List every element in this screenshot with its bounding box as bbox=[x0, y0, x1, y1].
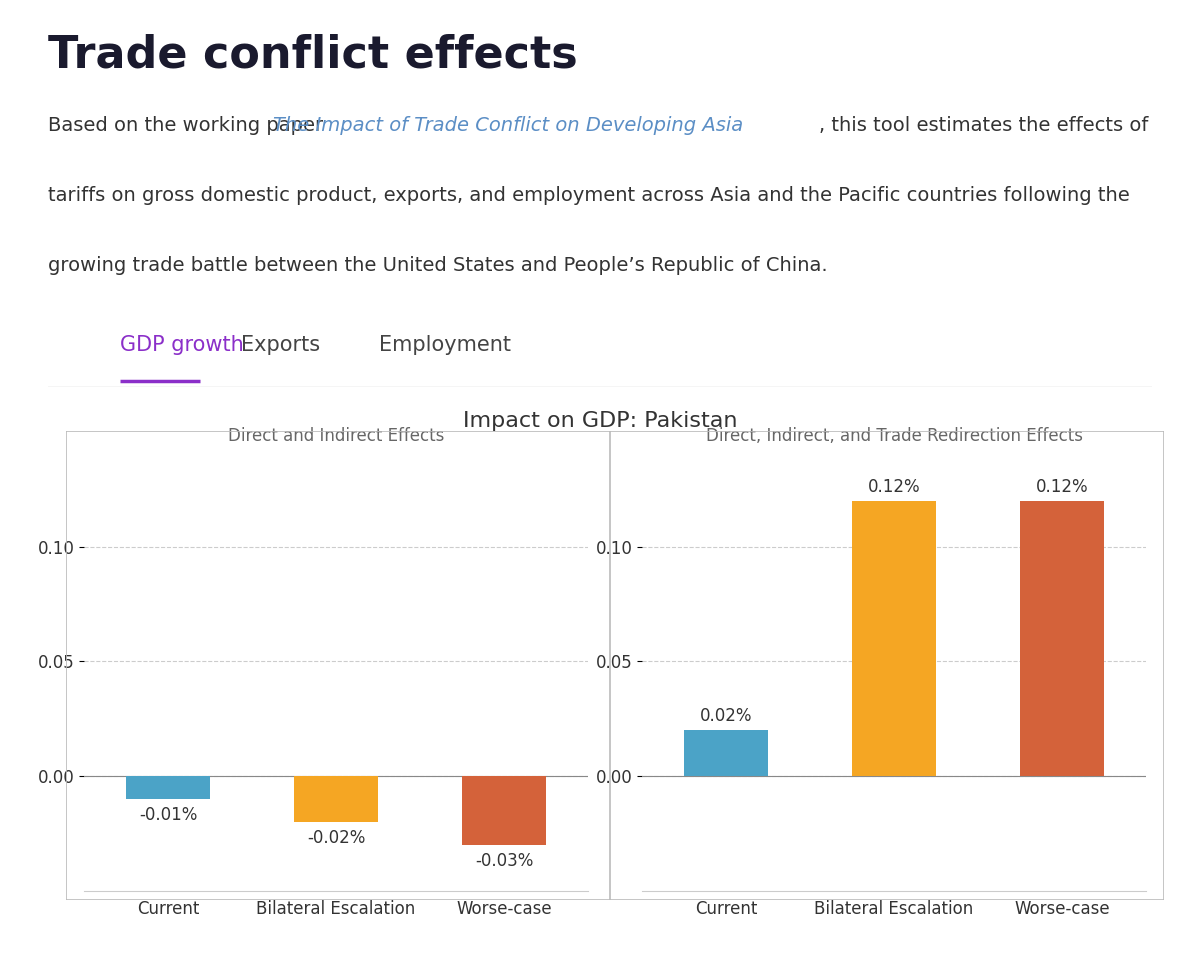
Title: Direct and Indirect Effects: Direct and Indirect Effects bbox=[228, 427, 444, 445]
Text: Exports: Exports bbox=[241, 335, 320, 354]
Text: growing trade battle between the United States and People’s Republic of China.: growing trade battle between the United … bbox=[48, 256, 828, 275]
Text: Impact on GDP: Pakistan: Impact on GDP: Pakistan bbox=[463, 411, 737, 431]
Bar bbox=[294, 776, 378, 822]
Text: The Impact of Trade Conflict on Developing Asia: The Impact of Trade Conflict on Developi… bbox=[274, 116, 744, 136]
Text: Employment: Employment bbox=[379, 335, 511, 354]
Title: Direct, Indirect, and Trade Redirection Effects: Direct, Indirect, and Trade Redirection … bbox=[706, 427, 1082, 445]
Text: -0.03%: -0.03% bbox=[475, 852, 533, 869]
Text: 0.12%: 0.12% bbox=[868, 478, 920, 497]
Text: Trade conflict effects: Trade conflict effects bbox=[48, 34, 577, 76]
Bar bbox=[126, 776, 210, 799]
Text: 0.12%: 0.12% bbox=[1036, 478, 1088, 497]
Bar bbox=[1020, 500, 1104, 776]
Text: 0.02%: 0.02% bbox=[700, 708, 752, 725]
Bar bbox=[684, 730, 768, 776]
Text: GDP growth: GDP growth bbox=[120, 335, 244, 354]
Text: tariffs on gross domestic product, exports, and employment across Asia and the P: tariffs on gross domestic product, expor… bbox=[48, 186, 1129, 205]
Bar bbox=[852, 500, 936, 776]
Text: Based on the working paper: Based on the working paper bbox=[48, 116, 329, 136]
Text: -0.01%: -0.01% bbox=[139, 805, 197, 824]
Text: -0.02%: -0.02% bbox=[307, 829, 365, 847]
Bar bbox=[462, 776, 546, 845]
Text: , this tool estimates the effects of: , this tool estimates the effects of bbox=[818, 116, 1148, 136]
